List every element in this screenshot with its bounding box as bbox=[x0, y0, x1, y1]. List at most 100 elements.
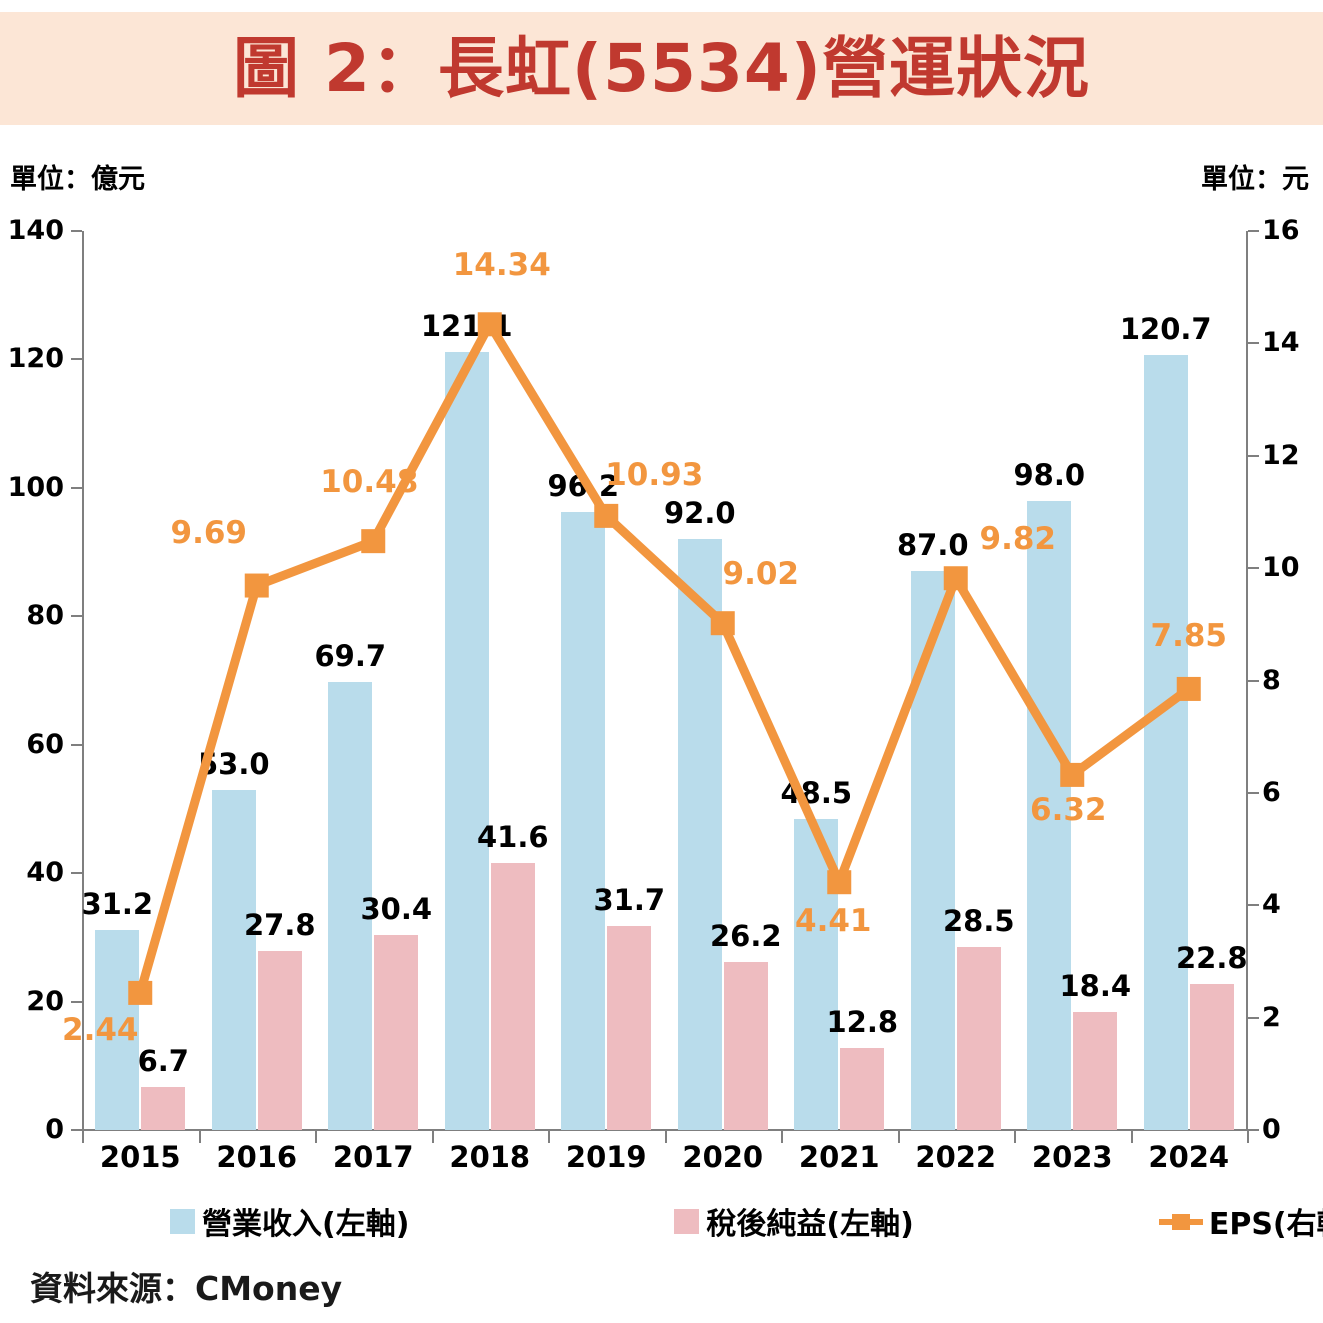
x-axis-tick bbox=[897, 1131, 900, 1143]
eps-line-series bbox=[128, 312, 1201, 1005]
bar-net-income-2021 bbox=[840, 1047, 885, 1130]
x-axis-label-2018: 2018 bbox=[449, 1140, 531, 1174]
legend-line-marker-icon bbox=[1158, 1209, 1203, 1234]
left-axis-tick-label: 0 bbox=[45, 1114, 64, 1145]
x-axis-label-2023: 2023 bbox=[1031, 1140, 1113, 1174]
left-axis-tick bbox=[71, 615, 82, 618]
eps-label-2019: 10.93 bbox=[605, 456, 704, 493]
x-axis-tick bbox=[1014, 1131, 1016, 1143]
right-axis-tick bbox=[1248, 1016, 1259, 1019]
right-axis-tick bbox=[1248, 1129, 1259, 1131]
left-axis-line bbox=[82, 231, 84, 1131]
legend-label: 營業收入(左軸) bbox=[202, 1207, 410, 1242]
bar-revenue-2023 bbox=[1027, 500, 1072, 1130]
legend-label: 稅後純益(左軸) bbox=[706, 1207, 914, 1242]
bar-net-income-2020 bbox=[723, 961, 768, 1130]
right-axis-tick bbox=[1248, 904, 1259, 907]
legend-swatch-icon bbox=[674, 1208, 700, 1234]
left-axis-tick-label: 20 bbox=[26, 985, 64, 1017]
legend-item-net-income[interactable]: 稅後純益(左軸) bbox=[674, 1199, 914, 1243]
x-axis-tick bbox=[1130, 1131, 1133, 1143]
chart-legend: 營業收入(左軸) 稅後純益(左軸) EPS(右軸) bbox=[82, 1198, 1323, 1244]
bar-label-net-income-2022: 28.5 bbox=[942, 903, 1015, 938]
eps-label-2015: 2.44 bbox=[62, 1011, 139, 1048]
x-axis-tick bbox=[431, 1131, 434, 1143]
eps-marker-2018 bbox=[477, 312, 502, 337]
bar-label-revenue-2024: 120.7 bbox=[1119, 311, 1212, 346]
right-axis-tick-label: 4 bbox=[1262, 889, 1281, 921]
eps-marker-2017 bbox=[361, 529, 386, 554]
bar-label-net-income-2023: 18.4 bbox=[1059, 968, 1132, 1003]
left-axis-tick-label: 40 bbox=[26, 857, 64, 889]
x-axis-label-2015: 2015 bbox=[99, 1140, 181, 1174]
bar-label-net-income-2018: 41.6 bbox=[476, 819, 549, 854]
left-axis-tick bbox=[71, 1129, 82, 1131]
eps-marker-2015 bbox=[128, 980, 153, 1005]
right-axis-tick-label: 2 bbox=[1262, 1001, 1281, 1033]
right-axis-tick bbox=[1248, 342, 1259, 345]
x-axis-label-2016: 2016 bbox=[216, 1140, 298, 1174]
eps-marker-2023 bbox=[1060, 762, 1085, 787]
x-axis-label-2024: 2024 bbox=[1148, 1140, 1230, 1174]
left-axis-tick bbox=[71, 230, 82, 232]
eps-marker-2021 bbox=[827, 870, 852, 895]
eps-marker-2024 bbox=[1176, 676, 1201, 701]
legend-item-eps[interactable]: EPS(右軸) bbox=[1158, 1199, 1323, 1243]
x-axis-label-2020: 2020 bbox=[682, 1140, 764, 1174]
bar-label-revenue-2023: 98.0 bbox=[1013, 457, 1086, 492]
right-axis-tick-label: 0 bbox=[1262, 1114, 1281, 1145]
bar-revenue-2019 bbox=[561, 512, 606, 1130]
bar-label-net-income-2016: 27.8 bbox=[243, 908, 316, 943]
eps-label-2017: 10.48 bbox=[320, 464, 419, 501]
bar-label-net-income-2015: 6.7 bbox=[137, 1043, 189, 1078]
x-axis-tick bbox=[1247, 1131, 1249, 1143]
bar-revenue-2020 bbox=[677, 539, 722, 1130]
eps-label-2018: 14.34 bbox=[452, 247, 551, 284]
bar-net-income-2015 bbox=[141, 1086, 186, 1130]
right-axis-tick bbox=[1248, 679, 1259, 682]
bar-net-income-2018 bbox=[490, 862, 535, 1130]
left-axis-tick bbox=[71, 486, 82, 489]
right-axis-tick-label: 16 bbox=[1262, 215, 1300, 246]
eps-marker-2020 bbox=[710, 611, 735, 636]
bar-label-revenue-2022: 87.0 bbox=[896, 528, 969, 563]
eps-label-2016: 9.69 bbox=[170, 514, 248, 551]
left-axis-tick-label: 60 bbox=[26, 728, 64, 760]
left-axis-tick bbox=[71, 1000, 82, 1003]
x-axis-tick bbox=[548, 1131, 550, 1143]
title-banner: 圖 2：長虹(5534)營運狀況 bbox=[0, 12, 1323, 125]
x-axis-tick bbox=[198, 1131, 201, 1143]
bar-label-net-income-2021: 12.8 bbox=[826, 1004, 899, 1039]
eps-label-2021: 4.41 bbox=[795, 903, 872, 940]
eps-markers bbox=[128, 312, 1201, 1005]
bar-net-income-2016 bbox=[257, 951, 302, 1130]
bar-net-income-2023 bbox=[1073, 1011, 1118, 1130]
eps-marker-2019 bbox=[594, 503, 619, 528]
bar-label-net-income-2019: 31.7 bbox=[593, 883, 666, 918]
left-axis-tick-label: 100 bbox=[7, 471, 64, 503]
left-axis-tick bbox=[71, 358, 82, 361]
right-axis-tick bbox=[1248, 454, 1259, 457]
right-axis-tick-label: 6 bbox=[1262, 776, 1281, 808]
left-axis-tick bbox=[71, 743, 82, 746]
left-axis-tick-label: 120 bbox=[7, 343, 64, 375]
page-title: 圖 2：長虹(5534)營運狀況 bbox=[233, 29, 1090, 107]
bar-label-revenue-2015: 31.2 bbox=[81, 886, 154, 921]
bar-net-income-2024 bbox=[1189, 983, 1234, 1130]
right-axis-unit-label: 單位：元 bbox=[1201, 164, 1309, 195]
x-axis-label-2017: 2017 bbox=[332, 1140, 414, 1174]
right-axis-tick-label: 12 bbox=[1262, 439, 1300, 471]
bar-net-income-2017 bbox=[374, 934, 419, 1130]
bar-revenue-2024 bbox=[1143, 354, 1188, 1130]
left-axis-tick bbox=[71, 872, 82, 875]
right-axis-tick bbox=[1248, 230, 1259, 232]
source-note: 資料來源：CMoney bbox=[30, 1269, 343, 1308]
plot-area: 31.2 6.7 53.0 27.8 69.7 30.4 121.1 41.6 96.2 31.7… bbox=[62, 231, 1248, 1130]
bar-revenue-2015 bbox=[95, 929, 140, 1130]
left-axis-tick-label: 140 bbox=[7, 215, 64, 246]
x-axis-label-2021: 2021 bbox=[798, 1140, 880, 1174]
eps-label-2020: 9.02 bbox=[722, 556, 800, 593]
right-axis-tick bbox=[1248, 791, 1259, 794]
bar-revenue-2017 bbox=[328, 682, 373, 1130]
legend-item-revenue[interactable]: 營業收入(左軸) bbox=[170, 1199, 409, 1243]
